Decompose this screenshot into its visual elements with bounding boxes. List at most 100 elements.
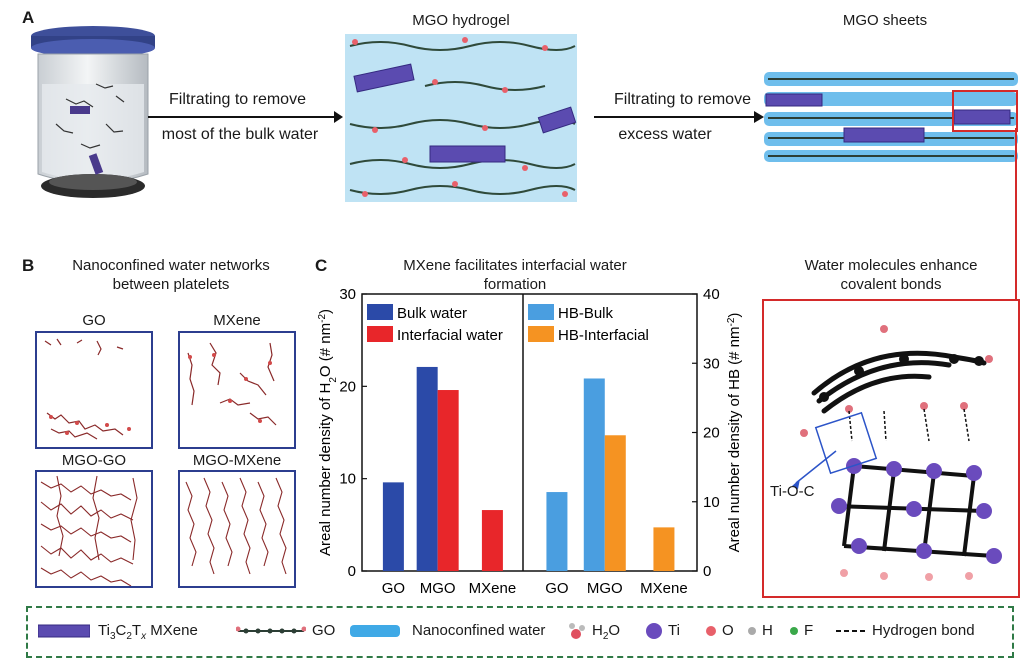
left-y-axis-title-part: O (# nm [317, 323, 334, 377]
water-network-go [35, 331, 153, 449]
legend-h2o-label: H2O [592, 622, 620, 642]
o-legend-icon [706, 626, 716, 636]
left-y-axis-title-part: -2 [317, 314, 328, 323]
legend-o-label: O [722, 622, 734, 639]
water-network-mgo-go [35, 470, 153, 588]
left-x-label: GO [382, 580, 405, 597]
right-panel-title: Water molecules enhance covalent bonds [762, 256, 1020, 294]
arrow1-label-bottom: most of the bulk water [161, 126, 319, 143]
panel-c-title-line2: formation [483, 276, 547, 293]
panel-b-title-line1: Nanoconfined water networks [72, 257, 270, 274]
left-y-axis-title-part: Areal number density of H [317, 383, 334, 556]
left-bar-mxene-interfacial-water [481, 510, 503, 571]
right-y-axis-title-part: Areal number density of HB [726, 369, 743, 552]
molecular-structure-illustration [792, 325, 1002, 581]
mxene-legend-icon [38, 624, 90, 638]
right-legend-label: HB-Interfacial [558, 327, 649, 344]
right-y-tick-label: 10 [703, 494, 720, 511]
mxene-sub-c: x [141, 631, 147, 642]
panel-a-letter: A [22, 8, 35, 27]
panel-c-title-line1: MXene facilitates interfacial water [403, 257, 627, 274]
box-mgo-go-title: MGO-GO [61, 452, 127, 469]
right-bar-go-hb-bulk [546, 492, 568, 571]
water-network-mxene [178, 331, 296, 449]
right-bar-mgo-hb-interfacial [604, 435, 626, 571]
panel-b-letter: B [22, 256, 35, 275]
right-x-label: MGO [587, 580, 623, 597]
legend-water-label: Nanoconfined water [412, 622, 546, 639]
f-legend-icon [790, 627, 798, 635]
right-y-tick-label: 40 [703, 286, 720, 303]
right-y-axis-title-part: (# nm [726, 326, 743, 369]
left-y-axis-title: Areal number density of H2O (# nm-2) [317, 309, 339, 556]
mxene-part-d: MXene [146, 622, 198, 639]
zoom-region-box [952, 90, 1018, 132]
left-y-tick-label: 20 [339, 378, 356, 395]
panel-c-chart: 0 10 20 30 0 10 20 30 40 Areal number density of … [317, 286, 744, 597]
panel-b-title-line2: between platelets [112, 276, 230, 293]
box-go-title: GO [82, 312, 106, 329]
h2o-legend-icon [569, 623, 585, 639]
covalent-bond-box: Ti-O-C [762, 299, 1020, 598]
right-y-tick-label: 30 [703, 355, 720, 372]
left-bar-mgo-interfacial-water [437, 390, 459, 571]
left-y-axis-title-part: 2 [328, 377, 339, 383]
panel-b-title: Nanoconfined water networks between plat… [40, 256, 302, 294]
left-y-tick-label: 10 [339, 471, 356, 488]
nanoconfined-water-legend-icon [350, 625, 400, 637]
h-legend-icon [748, 627, 756, 635]
ti-legend-icon [646, 623, 662, 639]
arrow2 [594, 111, 764, 123]
right-legend-swatch [528, 304, 554, 320]
mgo-sheets-illustration [764, 72, 1018, 162]
mxene-sub-a: 3 [109, 631, 116, 642]
left-x-label: MXene [469, 580, 517, 597]
mgo-hydrogel-illustration [345, 34, 577, 202]
arrow2-label-bottom: excess water [618, 126, 712, 143]
legend-hb-label: Hydrogen bond [872, 622, 975, 639]
right-x-label: GO [545, 580, 568, 597]
arrow1-label-top: Filtrating to remove [169, 91, 306, 108]
box-mgo-mxene-title: MGO-MXene [192, 452, 282, 469]
right-y-tick-label: 20 [703, 425, 720, 442]
legend: Ti3C2Tx MXene GO Nanoconfined water H2O … [26, 606, 1014, 658]
legend-ti-label: Ti [668, 622, 680, 639]
left-bar-go-bulk-water [382, 482, 404, 571]
left-y-tick-label: 30 [339, 286, 356, 303]
left-x-label: MGO [420, 580, 456, 597]
left-bar-mgo-bulk-water [416, 366, 438, 571]
left-legend-swatch [367, 326, 393, 342]
panel-c-title: MXene facilitates interfacial water form… [330, 256, 700, 294]
water-network-mgo-mxene [178, 470, 296, 588]
right-y-tick-label: 0 [703, 563, 711, 580]
right-bar-mgo-hb-bulk [583, 378, 605, 571]
left-legend-swatch [367, 304, 393, 320]
sheets-title: MGO sheets [842, 12, 928, 29]
right-panel-title-line2: covalent bonds [840, 276, 942, 293]
legend-mxene-label: Ti3C2Tx MXene [98, 622, 198, 642]
go-legend-icon [236, 626, 306, 634]
right-legend-swatch [528, 326, 554, 342]
right-y-axis-title: Areal number density of HB (# nm-2) [726, 313, 744, 553]
left-y-tick-label: 0 [348, 563, 356, 580]
right-legend-label: HB-Bulk [558, 305, 614, 322]
hydrogel-title: MGO hydrogel [412, 12, 510, 29]
legend-go-label: GO [312, 622, 336, 639]
panel-c-letter: C [315, 256, 328, 275]
left-y-axis-title-part: ) [317, 309, 334, 314]
box-mxene-title: MXene [213, 312, 261, 329]
ti-o-c-label: Ti-O-C [770, 483, 815, 500]
right-panel-title-line1: Water molecules enhance [804, 257, 978, 274]
filtration-jar-illustration [31, 26, 155, 198]
h2o-part-b: O [608, 622, 621, 639]
left-legend-label: Bulk water [397, 305, 467, 322]
arrow1 [148, 111, 343, 123]
right-x-label: MXene [640, 580, 688, 597]
right-y-axis-title-part: ) [726, 313, 743, 318]
hydrogen-bond-legend-icon [836, 630, 866, 632]
mxene-part-b: C [115, 622, 127, 639]
arrow2-label-top: Filtrating to remove [614, 91, 751, 108]
h2o-sub: 2 [602, 631, 609, 642]
legend-f-label: F [804, 622, 814, 639]
right-y-axis-title-part: -2 [726, 317, 737, 326]
